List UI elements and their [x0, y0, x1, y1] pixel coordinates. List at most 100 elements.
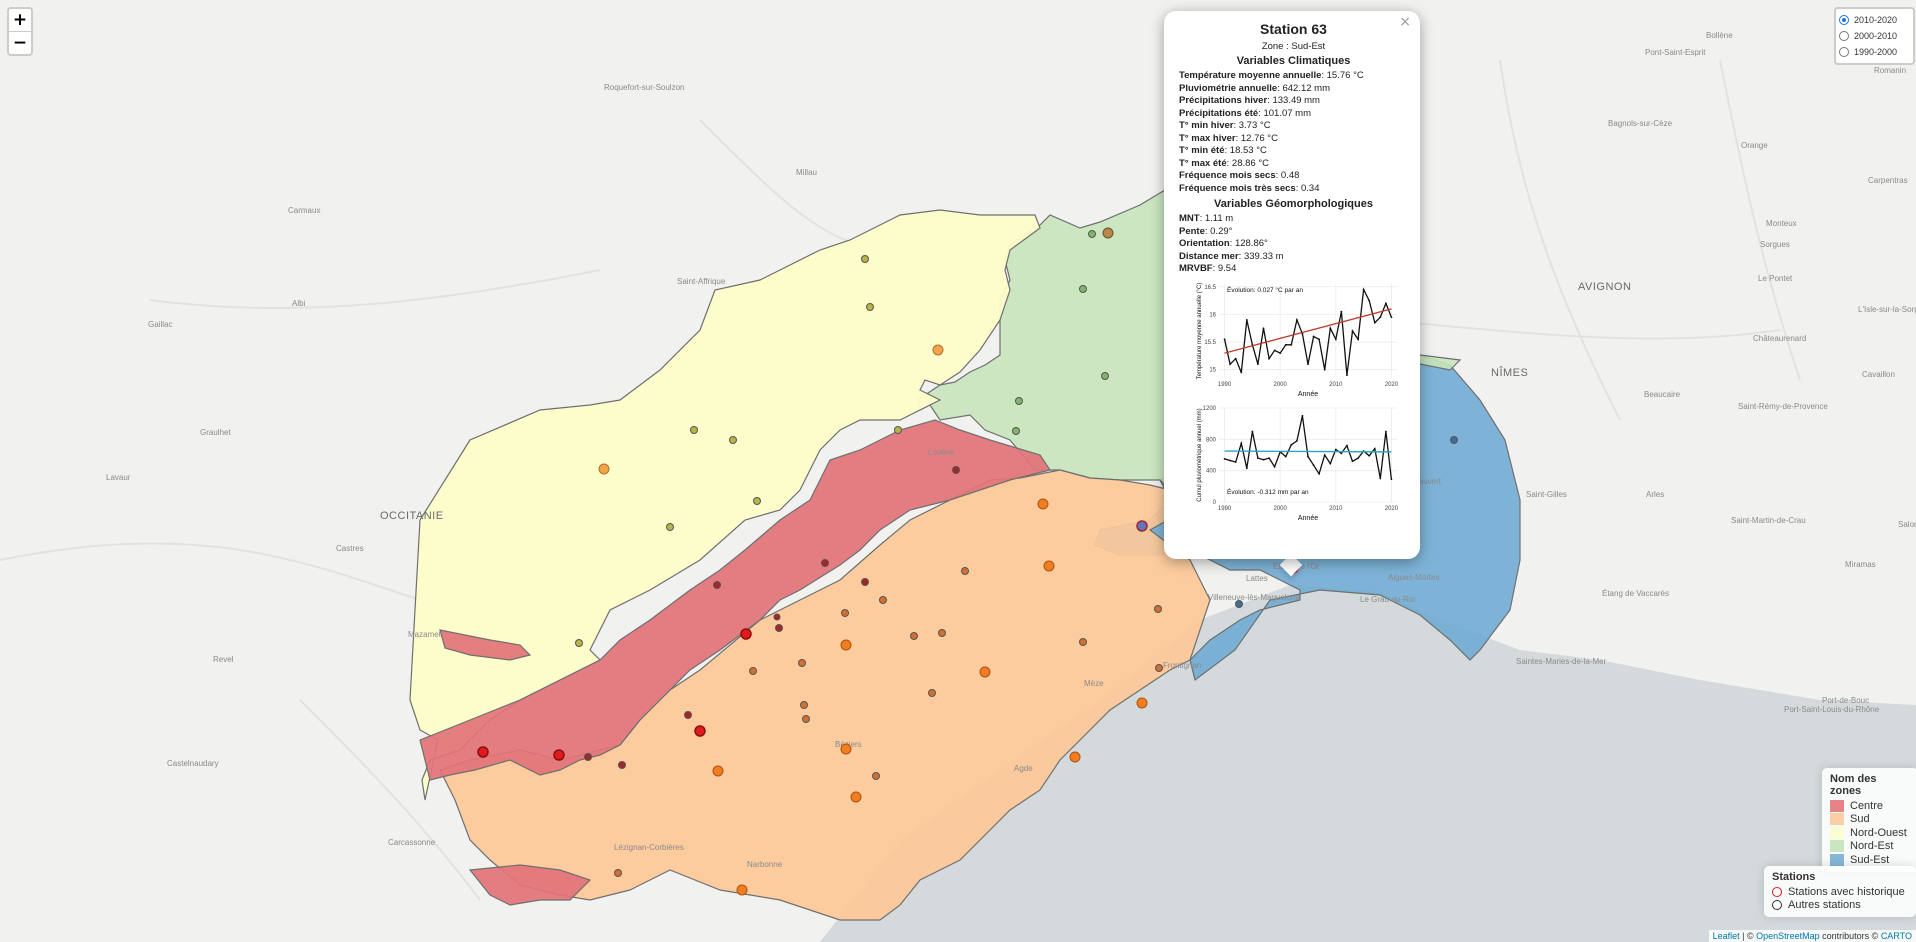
data-point	[1268, 456, 1270, 459]
variable-row: Fréquence mois secs: 0.48	[1179, 170, 1408, 183]
radio-icon[interactable]	[1839, 47, 1849, 57]
x-tick-label: 2020	[1385, 382, 1399, 388]
station-marker[interactable]	[598, 463, 610, 475]
station-marker[interactable]	[690, 426, 698, 434]
variable-row: Pente: 0.29°	[1179, 226, 1408, 239]
data-point	[1323, 368, 1326, 371]
station-marker[interactable]	[821, 559, 829, 567]
station-marker[interactable]	[684, 711, 692, 719]
station-marker[interactable]	[1235, 600, 1243, 608]
data-point	[1390, 315, 1393, 318]
station-marker[interactable]	[928, 689, 936, 697]
station-marker[interactable]	[1079, 638, 1087, 646]
zoom-out-button[interactable]: −	[9, 31, 31, 54]
label-revel: Revel	[213, 655, 234, 664]
station-marker[interactable]	[477, 746, 489, 758]
data-point	[1234, 460, 1237, 463]
station-marker[interactable]	[1037, 498, 1049, 510]
station-marker[interactable]	[910, 632, 918, 640]
station-marker[interactable]	[712, 765, 724, 777]
station-marker[interactable]	[1043, 560, 1055, 572]
radio-icon[interactable]	[1839, 15, 1849, 25]
station-marker[interactable]	[879, 596, 887, 604]
station-marker[interactable]	[952, 466, 960, 474]
station-marker[interactable]	[773, 613, 781, 621]
variable-row: MRVBF: 9.54	[1179, 263, 1408, 276]
station-marker[interactable]	[729, 436, 737, 444]
station-marker[interactable]	[1015, 397, 1023, 405]
station-marker[interactable]	[694, 725, 706, 737]
station-marker[interactable]	[866, 303, 874, 311]
variable-value: : 0.34	[1295, 182, 1320, 194]
zoom-in-button[interactable]: +	[12, 10, 28, 30]
period-option-2000-2010[interactable]: 2000-2010	[1839, 28, 1913, 44]
zone-centre-south[interactable]	[468, 864, 592, 906]
station-marker[interactable]	[575, 639, 583, 647]
station-marker[interactable]	[775, 624, 783, 632]
station-marker[interactable]	[861, 255, 869, 263]
station-marker[interactable]	[618, 761, 626, 769]
leaflet-link[interactable]: Leaflet	[1712, 931, 1740, 941]
station-marker[interactable]	[736, 884, 748, 896]
period-option-1990-2000[interactable]: 1990-2000	[1839, 44, 1913, 60]
station-marker[interactable]	[800, 701, 808, 709]
y-tick-label: 15	[1209, 367, 1216, 373]
station-marker[interactable]	[938, 629, 946, 637]
station-marker[interactable]	[1136, 697, 1148, 709]
zone-sud[interactable]	[439, 469, 1211, 921]
station-marker[interactable]	[1101, 372, 1109, 380]
station-marker[interactable]	[979, 666, 991, 678]
data-point	[1340, 310, 1343, 313]
label-nimes: NÎMES	[1491, 366, 1528, 379]
station-marker[interactable]	[802, 715, 810, 723]
station-marker[interactable]	[932, 344, 944, 356]
label-frontignan: Frontignan	[1163, 661, 1201, 670]
station-marker[interactable]	[753, 497, 761, 505]
station-marker[interactable]	[740, 628, 752, 640]
station-marker[interactable]	[850, 791, 862, 803]
station-marker[interactable]	[798, 659, 806, 667]
station-marker[interactable]	[1088, 230, 1096, 238]
data-point	[1329, 326, 1332, 329]
station-marker[interactable]	[1136, 520, 1148, 532]
station-marker[interactable]	[841, 609, 849, 617]
close-icon[interactable]: ×	[1399, 14, 1411, 30]
label-miramas: Miramas	[1845, 560, 1876, 569]
station-marker[interactable]	[713, 581, 721, 589]
y-tick-label: 16	[1209, 312, 1216, 318]
osm-link[interactable]: OpenStreetMap	[1756, 931, 1820, 941]
station-marker[interactable]	[749, 667, 757, 675]
variable-row: T° min été: 18.53 °C	[1179, 145, 1408, 158]
period-option-2010-2020[interactable]: 2010-2020	[1839, 12, 1913, 28]
station-marker[interactable]	[584, 753, 592, 761]
station-marker[interactable]	[1069, 751, 1081, 763]
station-marker[interactable]	[1154, 605, 1162, 613]
data-point	[1223, 457, 1226, 460]
station-marker[interactable]	[872, 772, 880, 780]
station-marker[interactable]	[861, 578, 869, 586]
station-marker[interactable]	[614, 869, 622, 877]
station-marker[interactable]	[961, 567, 969, 575]
station-marker[interactable]	[666, 523, 674, 531]
station-marker[interactable]	[1102, 227, 1114, 239]
radio-icon[interactable]	[1839, 31, 1849, 41]
station-marker[interactable]	[1079, 285, 1087, 293]
zone-swatch	[1830, 799, 1844, 812]
station-marker[interactable]	[894, 426, 902, 434]
carto-link[interactable]: CARTO	[1880, 931, 1912, 941]
data-point	[1262, 458, 1265, 461]
station-marker[interactable]	[1012, 427, 1020, 435]
station-marker[interactable]	[840, 639, 852, 651]
x-tick-label: 1990	[1218, 382, 1232, 388]
station-marker[interactable]	[1450, 436, 1458, 444]
zone-legend-label: Sud-Est	[1850, 853, 1890, 866]
variable-label: T° max hiver	[1179, 132, 1236, 144]
station-marker[interactable]	[840, 743, 852, 755]
zone-centre-west[interactable]	[439, 629, 532, 661]
station-marker[interactable]	[553, 749, 565, 761]
zone-centre[interactable]	[419, 419, 1051, 781]
variable-value: : 28.86 °C	[1226, 157, 1269, 169]
stations-layer[interactable]	[477, 227, 1458, 896]
station-marker[interactable]	[1155, 664, 1163, 672]
